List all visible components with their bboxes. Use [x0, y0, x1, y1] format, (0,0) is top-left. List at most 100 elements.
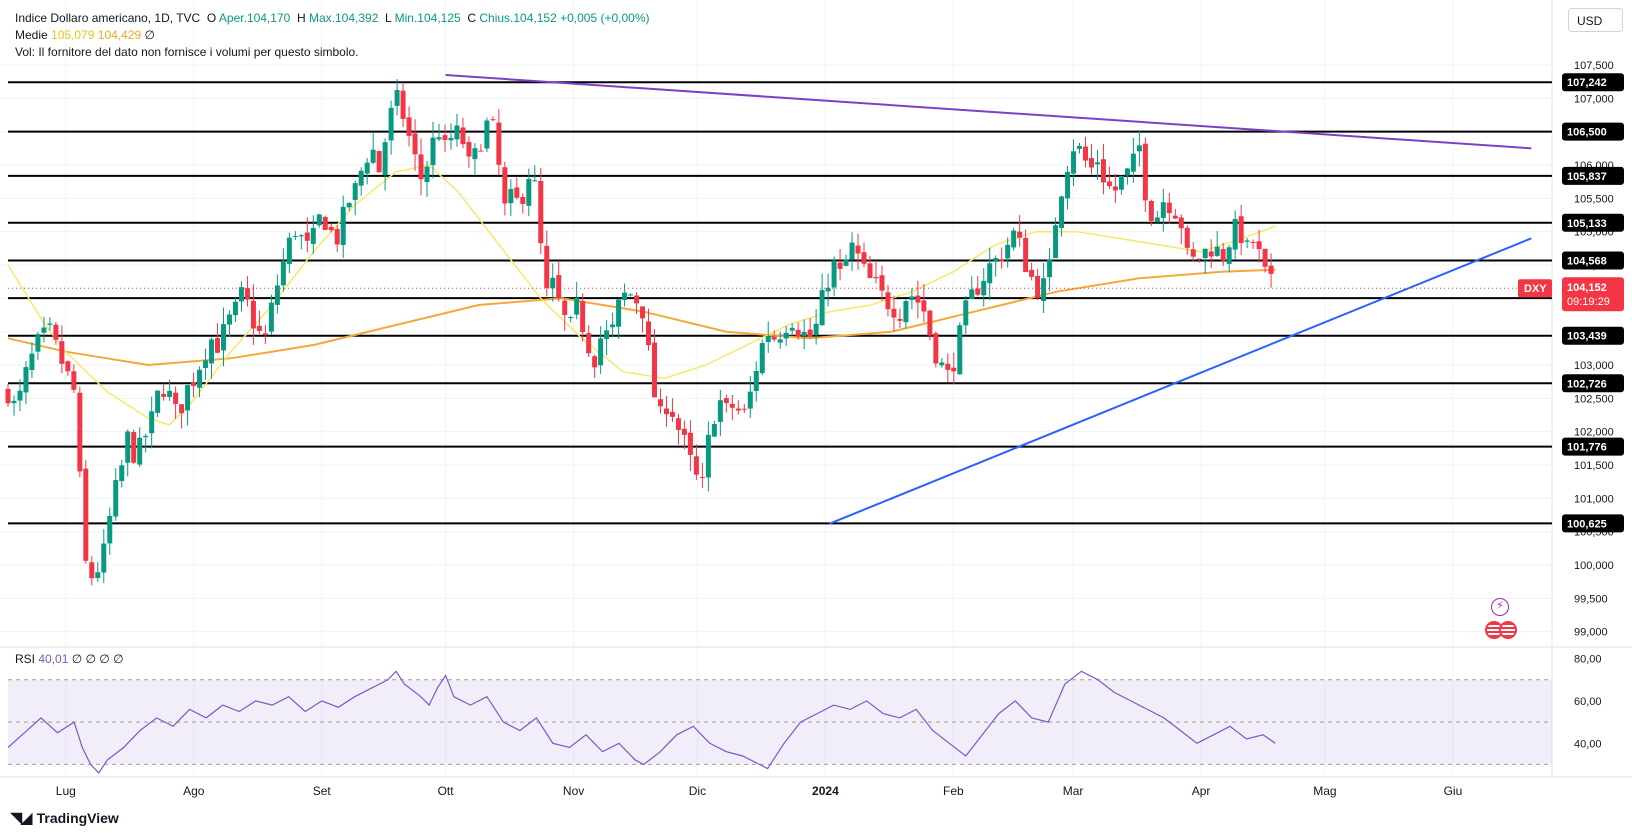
- candle-body: [813, 323, 819, 335]
- candle-body: [909, 296, 915, 301]
- candle-body: [1005, 244, 1011, 259]
- price-tick-label: 105,500: [1574, 193, 1614, 205]
- candle-body: [580, 301, 586, 333]
- candle-body: [1023, 237, 1029, 272]
- candle-body: [406, 117, 412, 136]
- open-value: Aper.104,170: [218, 11, 291, 25]
- candle-body: [143, 435, 149, 438]
- candle-body: [1124, 168, 1130, 176]
- candle-body: [173, 392, 179, 405]
- candle-body: [771, 337, 777, 340]
- level-tag-label: 107,242: [1567, 77, 1607, 89]
- candle-body: [628, 294, 634, 296]
- ma-label: Medie: [15, 28, 48, 42]
- price-axis[interactable]: 99,00099,500100,000100,500101,000101,500…: [1574, 60, 1614, 639]
- level-tag: [1562, 73, 1624, 92]
- candle-body: [424, 166, 430, 183]
- candle-body: [430, 137, 436, 166]
- price-tick-label: 107,000: [1574, 93, 1614, 105]
- candle-body: [1148, 200, 1154, 221]
- candle-body: [687, 432, 693, 455]
- time-tick-label: Feb: [943, 784, 964, 798]
- chart-grid: [0, 0, 1632, 778]
- symbol-title[interactable]: Indice Dollaro americano, 1D, TVC: [15, 11, 201, 25]
- rsi-tick-label: 80,00: [1574, 654, 1602, 666]
- candle-body: [1041, 278, 1047, 301]
- rsi-value: 40,01: [38, 652, 69, 666]
- time-tick-label: Ago: [183, 784, 205, 798]
- level-tag: [1562, 122, 1624, 141]
- candle-body: [131, 432, 137, 463]
- candle-body: [999, 259, 1005, 262]
- currency-label: USD: [1577, 14, 1603, 28]
- candle-body: [969, 289, 975, 300]
- rsi-tick-label: 60,00: [1574, 696, 1602, 708]
- candle-body: [1011, 230, 1017, 248]
- time-axis[interactable]: Lug Ago Set Ott Nov Dic 2024 Feb Mar Apr Mag Giu: [56, 784, 1462, 798]
- candle-body: [1196, 258, 1202, 260]
- candle-body: [663, 408, 669, 415]
- price-tick-label: 101,000: [1574, 493, 1614, 505]
- candle-body: [23, 367, 29, 393]
- candle-body: [95, 572, 101, 578]
- candle-body: [807, 329, 813, 337]
- level-tag-label: 105,133: [1567, 218, 1607, 230]
- price-tick-label: 103,000: [1574, 360, 1614, 372]
- candle-body: [1077, 145, 1083, 149]
- level-tag-label: 106,500: [1567, 127, 1607, 139]
- candle-body: [1118, 175, 1124, 190]
- candle-body: [550, 277, 556, 289]
- candle-body: [1190, 249, 1196, 257]
- close-label: C: [467, 11, 477, 25]
- flag-events-icon-2[interactable]: [1499, 621, 1517, 639]
- candle-body: [1017, 231, 1023, 238]
- price-tick-label: 107,500: [1574, 60, 1614, 72]
- ma-legend[interactable]: Medie 105,079 104,429 ∅: [15, 27, 155, 43]
- rsi-legend[interactable]: RSI 40,01 ∅ ∅ ∅ ∅: [15, 652, 124, 666]
- candle-body: [598, 338, 604, 366]
- candle-body: [41, 327, 47, 333]
- candle-body: [125, 431, 131, 463]
- time-tick-label: Mag: [1313, 784, 1336, 798]
- candle-body: [801, 331, 807, 336]
- candle-body: [699, 476, 705, 478]
- candle-body: [897, 318, 903, 321]
- open-label: O: [206, 11, 217, 25]
- brand[interactable]: ◥◢ TradingView: [10, 808, 119, 828]
- candle-body: [454, 125, 460, 140]
- price-tick-label: 102,000: [1574, 427, 1614, 439]
- candle-body: [1226, 247, 1232, 264]
- price-tick-label: 101,500: [1574, 460, 1614, 472]
- candle-body: [1232, 219, 1238, 250]
- candle-body: [520, 197, 526, 204]
- candle-body: [1262, 248, 1268, 267]
- candle-body: [77, 392, 83, 472]
- price-tags: 107,242106,500105,837105,133104,568104,0…: [1518, 73, 1624, 533]
- volume-text: Vol: Il fornitore del dato non fornisce …: [15, 45, 359, 59]
- candle-body: [155, 390, 161, 413]
- level-tag: [1562, 213, 1624, 232]
- candle-body: [1214, 246, 1220, 256]
- ma-fast-value: 105,079: [51, 28, 95, 42]
- candle-body: [1166, 202, 1172, 214]
- candle-body: [1047, 259, 1053, 278]
- candle-body: [298, 235, 304, 237]
- candle-body: [220, 324, 226, 351]
- candle-body: [903, 300, 909, 323]
- candle-body: [280, 260, 286, 286]
- candle-body: [1065, 171, 1071, 199]
- candle-body: [412, 133, 418, 155]
- candle-body: [484, 120, 490, 149]
- candle-body: [963, 300, 969, 326]
- time-tick-label: Set: [313, 784, 332, 798]
- candle-body: [59, 341, 65, 364]
- candle-body: [472, 148, 478, 160]
- candle-body: [975, 288, 981, 295]
- candle-body: [586, 333, 592, 354]
- rsi-extra: ∅ ∅ ∅ ∅: [71, 652, 124, 666]
- currency-button[interactable]: USD: [1568, 8, 1623, 32]
- lightning-icon[interactable]: ⚡: [1491, 598, 1509, 616]
- level-tag-label: 100,625: [1567, 518, 1607, 530]
- candle-body: [669, 411, 675, 417]
